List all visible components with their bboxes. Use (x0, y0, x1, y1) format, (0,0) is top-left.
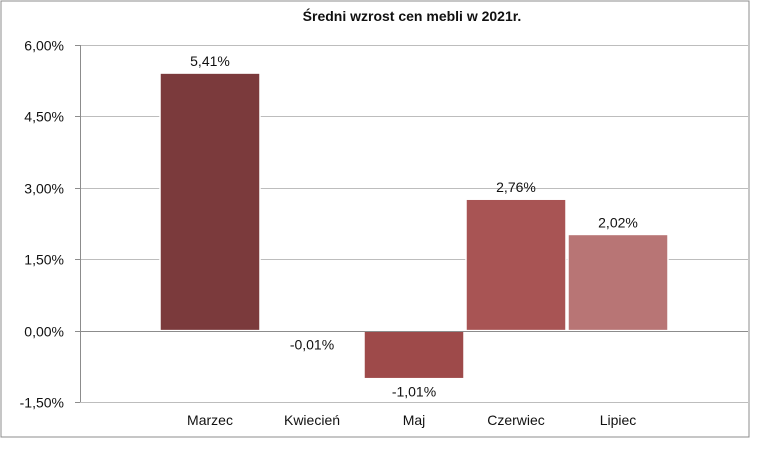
y-tick-label: -1,50% (20, 395, 64, 411)
y-tick-label: 3,00% (24, 181, 64, 197)
x-axis-categories: Marzec Kwiecień Maj Czerwiec Lipiec (187, 412, 636, 428)
bar-czerwiec (465, 198, 567, 332)
category-label: Maj (403, 412, 426, 428)
category-label: Lipiec (600, 412, 637, 428)
category-label: Kwiecień (284, 412, 340, 428)
y-tick-label: 6,00% (24, 38, 64, 54)
data-label: 2,02% (598, 214, 638, 230)
bars (159, 72, 669, 380)
y-tick-label: 1,50% (24, 252, 64, 268)
bar-maj (363, 329, 465, 380)
data-label: 2,76% (496, 179, 536, 195)
data-label: 5,41% (190, 53, 230, 69)
y-tick-label: 0,00% (24, 324, 64, 340)
y-tick-label: 4,50% (24, 109, 64, 125)
bar-marzec (159, 72, 261, 332)
data-label: -0,01% (290, 337, 334, 353)
category-label: Czerwiec (487, 412, 545, 428)
y-axis-ticks: -1,50% 0,00% 1,50% 3,00% 4,50% 6,00% (20, 38, 80, 411)
data-labels: 5,41% -0,01% -1,01% 2,76% 2,02% (190, 53, 638, 400)
bar-lipiec (567, 233, 669, 332)
chart-title: Średni wzrost cen mebli w 2021r. (303, 7, 522, 24)
category-label: Marzec (187, 412, 233, 428)
data-label: -1,01% (392, 384, 436, 400)
